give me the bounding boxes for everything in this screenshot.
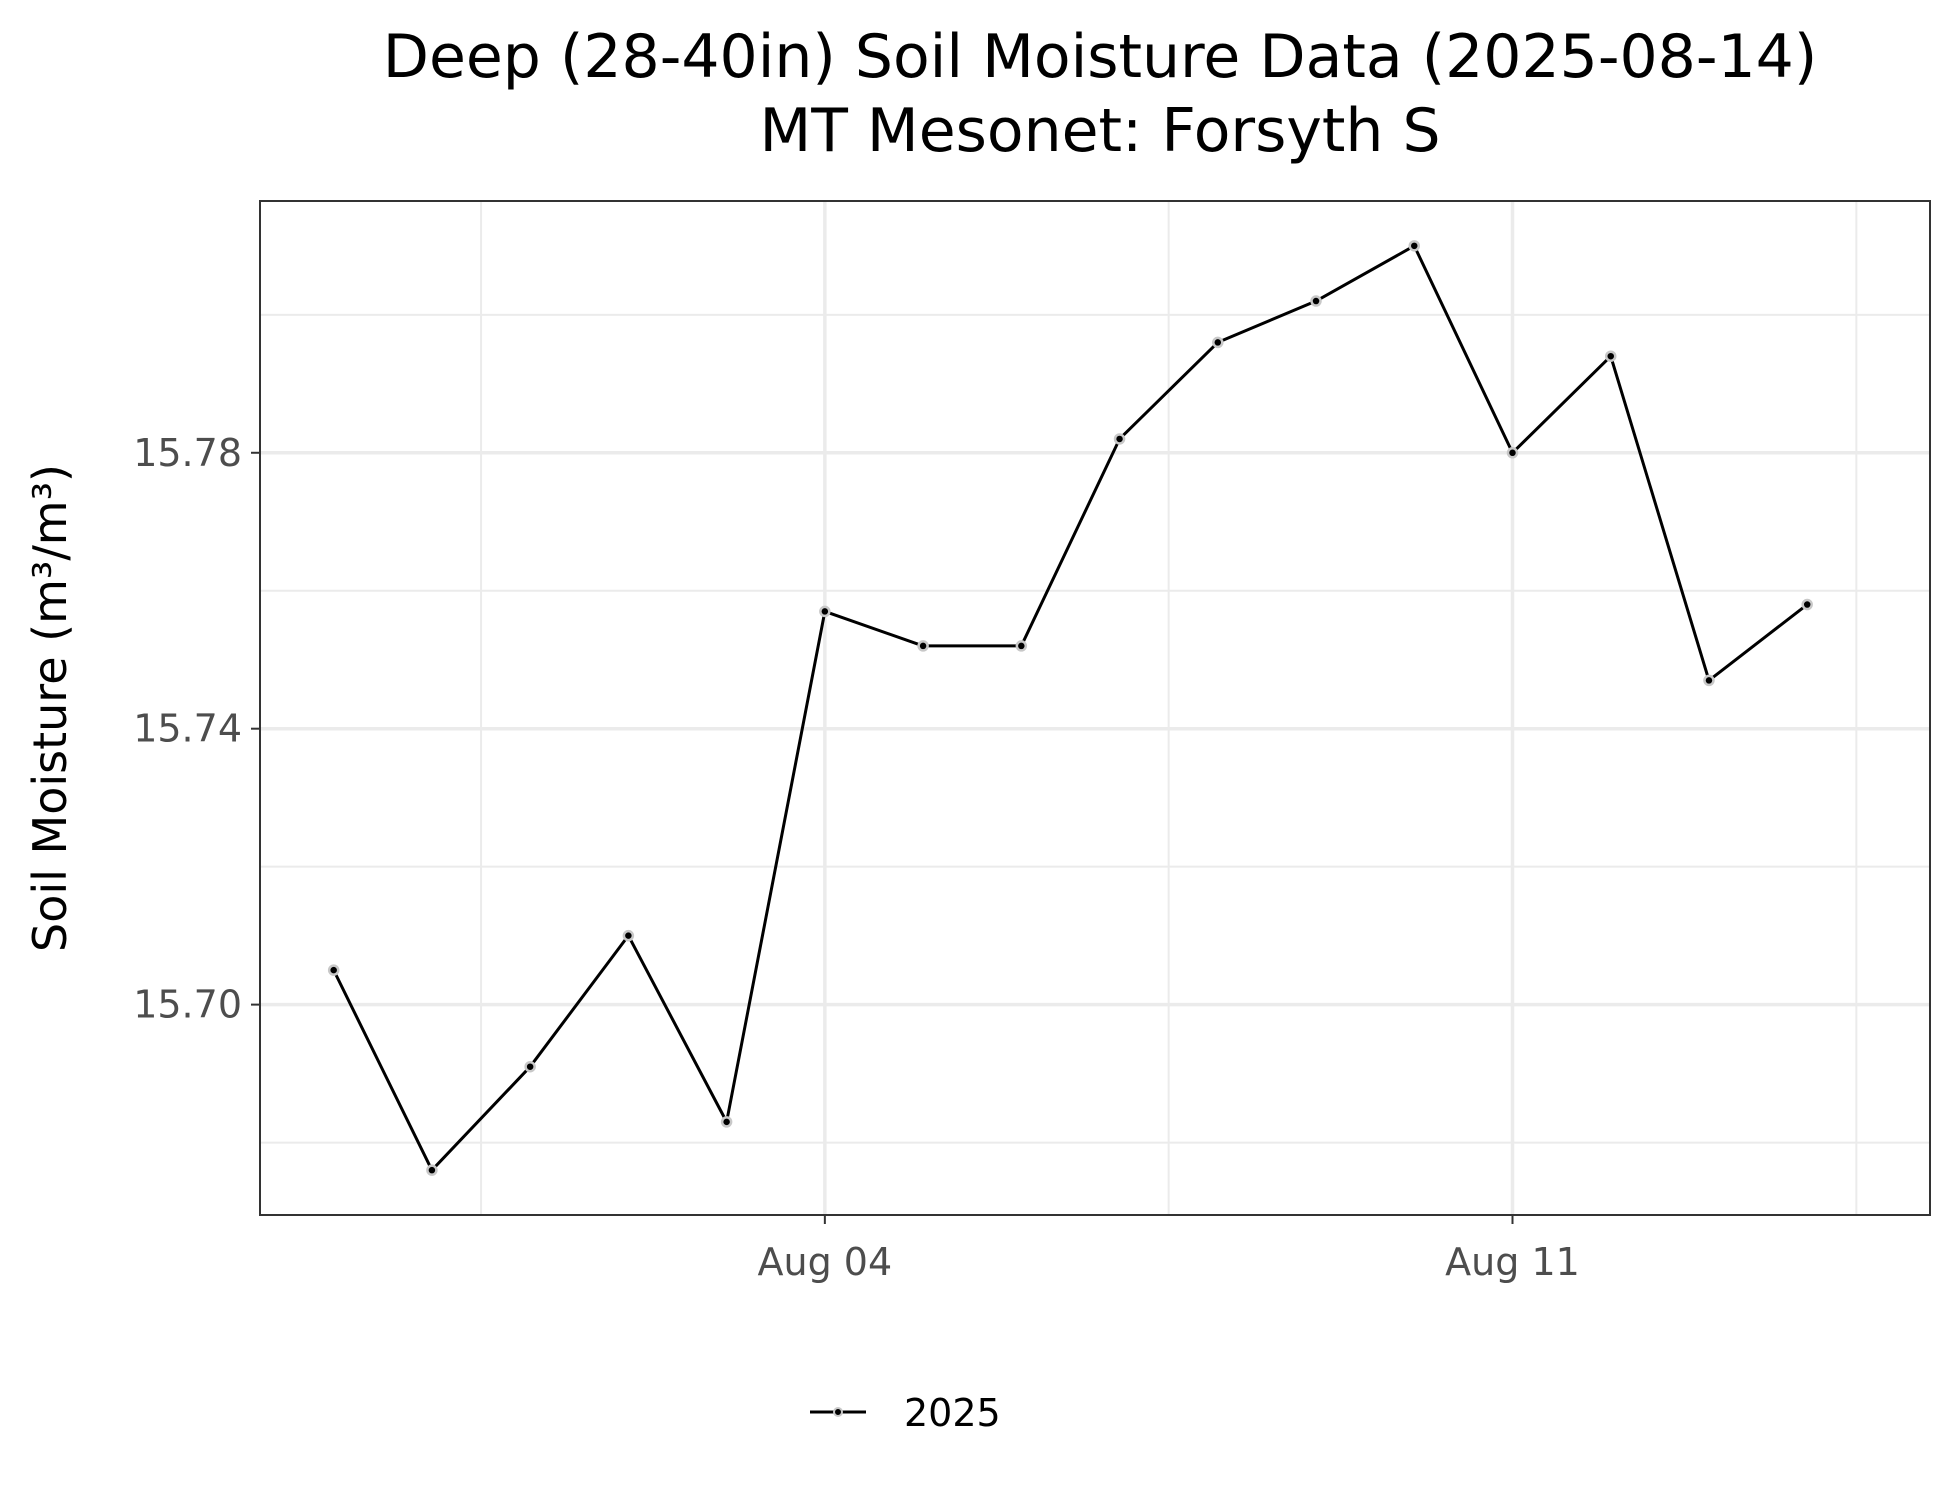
chart-subtitle: MT Mesonet: Forsyth S xyxy=(759,96,1441,166)
data-point xyxy=(1015,640,1028,652)
data-point xyxy=(1604,350,1617,362)
grid-minor xyxy=(260,201,1930,1215)
data-point xyxy=(1801,598,1813,611)
x-tick-label: Aug 11 xyxy=(1445,1240,1580,1284)
data-point xyxy=(524,1060,536,1073)
legend: 2025 xyxy=(810,1391,1001,1435)
data-point xyxy=(819,605,831,618)
tick-labels: Aug 04 Aug 11 15.70 15.74 15.78 xyxy=(133,431,1580,1284)
data-point xyxy=(1506,447,1519,459)
y-tick-label: 15.78 xyxy=(133,431,242,475)
x-tick-label: Aug 04 xyxy=(758,1240,893,1284)
data-point xyxy=(327,964,340,976)
data-point xyxy=(426,1164,438,1176)
y-tick-label: 15.74 xyxy=(133,707,242,751)
data-point xyxy=(1212,336,1224,349)
legend-key-point xyxy=(833,1407,843,1417)
data-point xyxy=(1703,674,1715,687)
legend-entry-label: 2025 xyxy=(904,1391,1001,1435)
series-line xyxy=(332,244,1809,1172)
plot-frame xyxy=(259,200,1931,1216)
data-point xyxy=(622,929,635,942)
data-point xyxy=(917,640,929,652)
axis-ticks xyxy=(251,451,1514,1224)
series-layer xyxy=(327,240,1813,1176)
data-point xyxy=(1408,240,1421,252)
grid-major xyxy=(260,201,1930,1215)
y-axis-title: Soil Moisture (m³/m³) xyxy=(23,464,77,952)
data-point xyxy=(1310,295,1322,307)
y-tick-label: 15.70 xyxy=(133,983,242,1027)
data-point xyxy=(720,1116,733,1128)
chart-title: Deep (28-40in) Soil Moisture Data (2025-… xyxy=(382,22,1818,92)
data-point xyxy=(1113,433,1126,445)
